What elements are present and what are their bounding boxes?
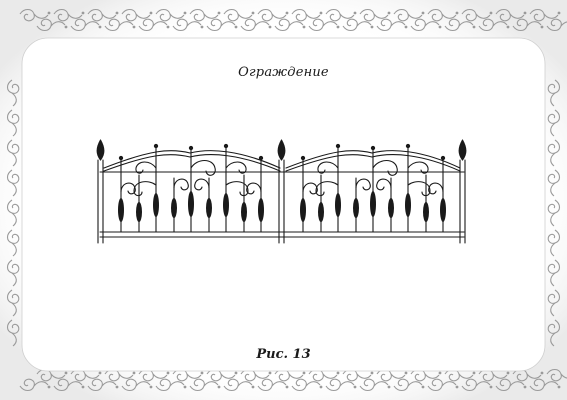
fence-post-middle xyxy=(277,139,286,244)
fence-post-right xyxy=(458,139,467,244)
fence-panel-right xyxy=(281,143,465,238)
figure-caption: Рис. 13 xyxy=(256,347,311,362)
drawing-title: Ограждение xyxy=(238,65,329,80)
fence-post-left xyxy=(96,139,105,244)
fence-panel-left xyxy=(99,143,283,238)
